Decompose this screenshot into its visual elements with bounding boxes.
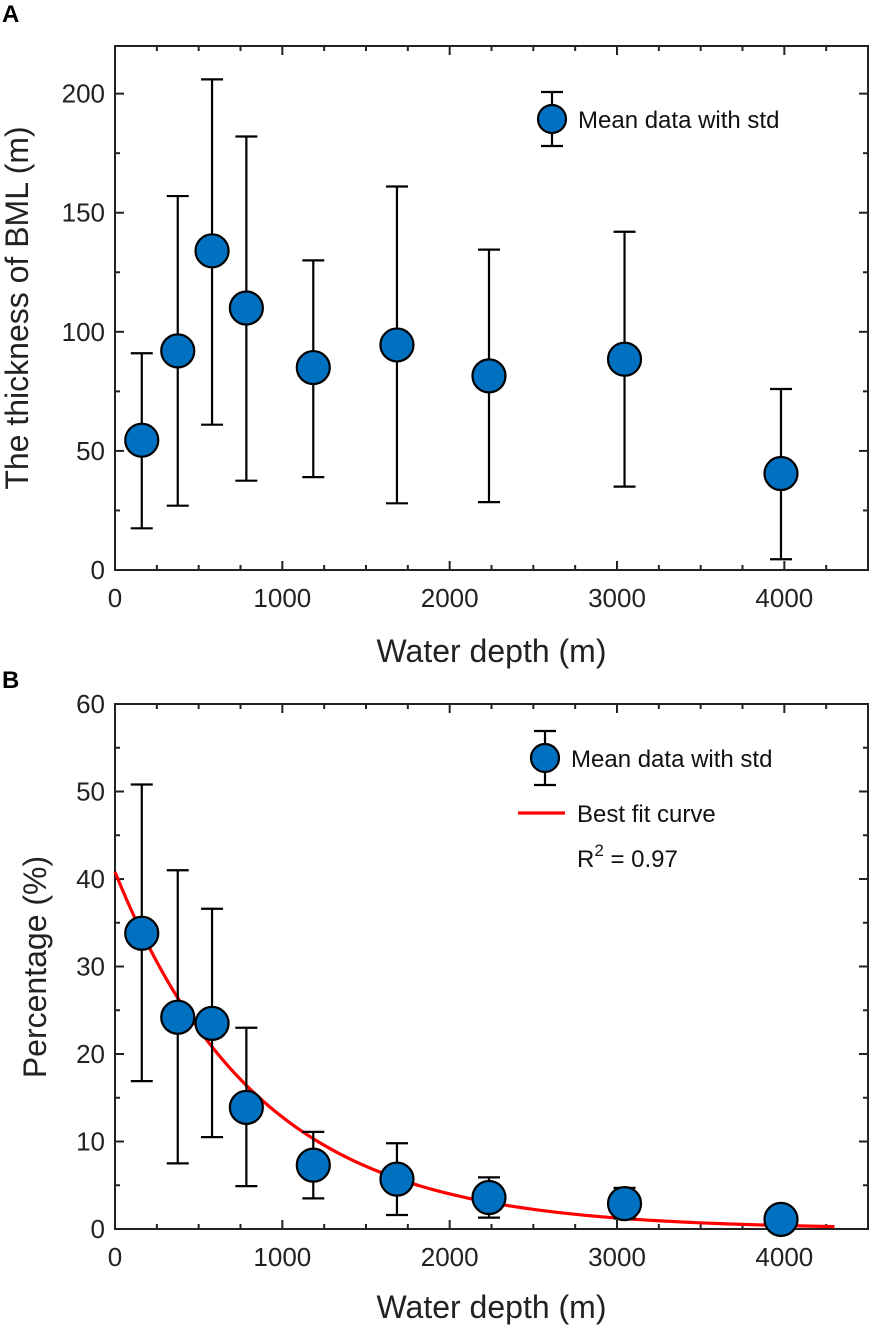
data-point xyxy=(471,1179,507,1216)
x-axis-title: Water depth (m) xyxy=(377,633,607,669)
x-axis-title: Water depth (m) xyxy=(377,1289,607,1325)
y-axis-title: Percentage (%) xyxy=(17,856,53,1078)
panel-b-letter: B xyxy=(2,667,19,694)
x-tick-label: 1000 xyxy=(253,583,311,613)
y-tick-label: 30 xyxy=(76,952,105,982)
data-point xyxy=(606,1186,643,1222)
legend-marker xyxy=(529,742,561,774)
panel-b: B 0 1000 2000 3000 4000 0 10 20 30 40 50 60 Water de… xyxy=(2,667,869,1325)
panel-a-letter: A xyxy=(2,1,19,28)
data-point xyxy=(471,358,507,394)
data-point xyxy=(124,915,160,951)
data-point xyxy=(228,290,264,326)
data-point xyxy=(194,1005,230,1041)
x-tick-label: 1000 xyxy=(253,1242,311,1272)
y-tick-label: 40 xyxy=(76,864,105,894)
y-tick-label: 50 xyxy=(76,436,105,466)
panel-a: A 0 1000 2000 3000 4000 0 50 100 150 200 Water dep… xyxy=(0,1,869,669)
y-tick-label: 10 xyxy=(76,1127,105,1157)
data-point xyxy=(763,455,799,492)
r-squared-value: = 0.97 xyxy=(604,846,678,873)
x-tick-label: 3000 xyxy=(588,583,646,613)
r-squared-text: R2 = 0.97 xyxy=(577,841,678,873)
y-tick-label: 60 xyxy=(76,689,105,719)
data-point xyxy=(379,327,415,363)
y-axis-title: The thickness of BML (m) xyxy=(0,126,35,489)
data-point xyxy=(160,999,196,1035)
x-tick-label: 2000 xyxy=(421,583,479,613)
data-point xyxy=(606,341,643,377)
legend-label-mean: Mean data with std xyxy=(571,746,772,773)
data-point xyxy=(379,1161,415,1197)
legend-label-mean: Mean data with std xyxy=(578,107,779,134)
legend-label-fit: Best fit curve xyxy=(577,801,716,828)
r-squared-symbol: R xyxy=(577,846,594,873)
r-squared-superscript: 2 xyxy=(594,841,603,860)
y-tick-label: 0 xyxy=(91,1214,105,1244)
plot-frame xyxy=(114,703,869,1230)
data-point xyxy=(763,1201,799,1237)
x-tick-label: 4000 xyxy=(755,1242,813,1272)
y-tick-label: 200 xyxy=(62,79,105,109)
data-point xyxy=(295,349,331,386)
data-point xyxy=(295,1147,331,1183)
y-tick-label: 50 xyxy=(76,777,105,807)
data-point xyxy=(194,233,230,269)
best-fit-curve xyxy=(113,871,835,1229)
x-tick-label: 2000 xyxy=(421,1242,479,1272)
x-tick-label: 0 xyxy=(108,1242,122,1272)
x-tick-label: 4000 xyxy=(755,583,813,613)
data-point xyxy=(160,333,196,369)
x-tick-label: 0 xyxy=(108,583,122,613)
y-tick-label: 0 xyxy=(91,555,105,585)
y-tick-label: 100 xyxy=(62,317,105,347)
x-tick-label: 3000 xyxy=(588,1242,646,1272)
legend-marker xyxy=(536,103,568,135)
data-point xyxy=(228,1089,264,1125)
data-point xyxy=(124,422,160,458)
y-tick-label: 20 xyxy=(76,1039,105,1069)
y-tick-label: 150 xyxy=(62,198,105,228)
